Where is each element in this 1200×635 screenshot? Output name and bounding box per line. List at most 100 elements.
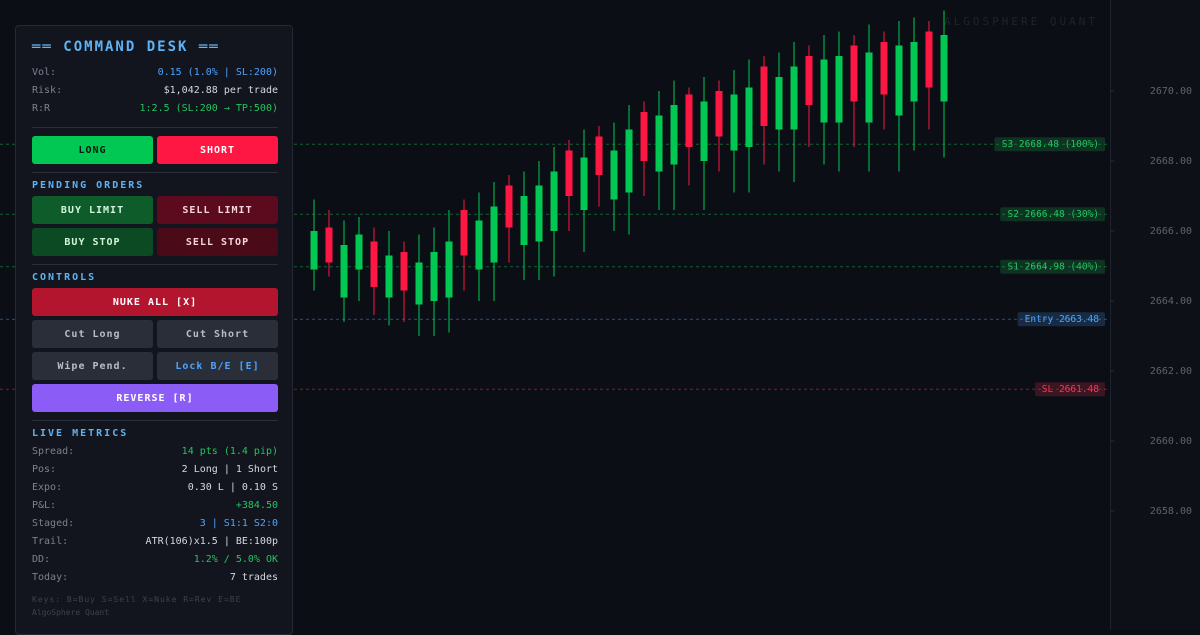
button[interactable]: LONG	[32, 136, 153, 164]
candle-body	[850, 45, 858, 102]
metric-row: DD: 1.2% / 5.0% OK	[32, 554, 278, 568]
candle-body	[490, 206, 498, 263]
candle-body	[310, 231, 318, 270]
candle-body	[460, 210, 468, 256]
candle-body	[475, 220, 483, 270]
level-tag	[1000, 207, 1105, 222]
button[interactable]: Lock B/E [E]	[157, 352, 278, 380]
row-value: 0.30 L | 0.10 S	[187, 482, 278, 493]
metric-row: Spread: 14 pts (1.4 pip)	[32, 446, 278, 460]
button[interactable]: Wipe Pend.	[32, 352, 153, 380]
button[interactable]: BUY LIMIT	[32, 196, 153, 224]
metric-row: Staged: 3 | S1:1 S2:0	[32, 518, 278, 532]
summary-row: R:R 1:2.5 (SL:200 → TP:500)	[32, 103, 278, 117]
candle-body	[385, 255, 393, 298]
divider	[32, 172, 278, 173]
button[interactable]: REVERSE [R]	[32, 384, 278, 412]
candle-body	[370, 241, 378, 287]
row-value: 7 trades	[229, 572, 278, 583]
candle-body	[685, 94, 693, 147]
y-tick-label: 2670.00	[1150, 86, 1192, 97]
y-tick-label: 2668.00	[1150, 156, 1192, 167]
candle-body	[625, 129, 633, 193]
row-label: Pos:	[32, 464, 57, 475]
row-value: 0.15 (1.0% | SL:200)	[157, 67, 278, 78]
candle-body	[430, 252, 438, 301]
price-axis-bg	[1110, 0, 1200, 630]
candle-body	[505, 185, 513, 228]
metric-row: Today: 7 trades	[32, 572, 278, 586]
row-value: $1,042.88 per trade	[163, 85, 278, 96]
candle-body	[745, 87, 753, 147]
button[interactable]: Cut Short	[157, 320, 278, 348]
watermark: ALGOSPHERE QUANT	[944, 15, 1098, 28]
candle-body	[895, 45, 903, 116]
candle-body	[835, 56, 843, 123]
row-label: Expo:	[32, 482, 63, 493]
candle-body	[670, 105, 678, 165]
candle-body	[580, 157, 588, 210]
y-tick-label: 2664.00	[1150, 296, 1192, 307]
level-tag	[1017, 312, 1105, 327]
row-label: DD:	[32, 554, 51, 565]
brand: AlgoSphere Quant	[32, 608, 110, 617]
metric-row: Pos: 2 Long | 1 Short	[32, 464, 278, 478]
section-title: CONTROLS	[32, 272, 97, 283]
row-value: 1:2.5 (SL:200 → TP:500)	[139, 103, 278, 114]
button[interactable]: SHORT	[157, 136, 278, 164]
row-label: Staged:	[32, 518, 75, 529]
candle-body	[925, 31, 933, 88]
row-value: +384.50	[235, 500, 278, 511]
candle-body	[715, 91, 723, 137]
button[interactable]: NUKE ALL [X]	[32, 288, 278, 316]
row-label: Today:	[32, 572, 69, 583]
level-label: S3 2668.48 (100%)	[1002, 139, 1099, 150]
candle-body	[400, 252, 408, 291]
level-label: S2 2666.48 (30%)	[1007, 209, 1099, 220]
key-hints: Keys: B=Buy S=Sell X=Nuke R=Rev E=BE	[32, 595, 242, 604]
candle-body	[595, 136, 603, 175]
candle-body	[940, 35, 948, 102]
panel-title: ══ COMMAND DESK ══	[32, 39, 220, 55]
level-tag	[1000, 259, 1105, 274]
row-value: 3 | S1:1 S2:0	[199, 518, 278, 529]
row-value: 2 Long | 1 Short	[181, 464, 278, 475]
divider	[32, 127, 278, 128]
candle-body	[565, 150, 573, 196]
button[interactable]: SELL STOP	[157, 228, 278, 256]
candle-body	[805, 56, 813, 105]
candle-body	[790, 66, 798, 130]
level-label: S1 2664.98 (40%)	[1007, 262, 1099, 273]
section-title: PENDING ORDERS	[32, 180, 145, 191]
candle-body	[775, 77, 783, 130]
button[interactable]: SELL LIMIT	[157, 196, 278, 224]
row-value: ATR(106)x1.5 | BE:100p	[145, 536, 278, 547]
candle-body	[355, 234, 363, 270]
candle-body	[415, 262, 423, 305]
row-label: Trail:	[32, 536, 69, 547]
metric-row: Expo: 0.30 L | 0.10 S	[32, 482, 278, 496]
row-label: R:R	[32, 103, 51, 114]
row-label: Risk:	[32, 85, 63, 96]
level-tag	[994, 137, 1105, 152]
command-panel: ══ COMMAND DESK ══ Vol: 0.15 (1.0% | SL:20…	[15, 25, 293, 635]
candle-body	[325, 227, 333, 263]
candle-body	[610, 150, 618, 200]
button[interactable]: BUY STOP	[32, 228, 153, 256]
divider	[32, 264, 278, 265]
candle-body	[700, 101, 708, 161]
row-label: P&L:	[32, 500, 57, 511]
metric-row: Trail: ATR(106)x1.5 | BE:100p	[32, 536, 278, 550]
candle-body	[910, 42, 918, 102]
level-tag	[1035, 382, 1105, 397]
candle-body	[520, 196, 528, 245]
row-label: Spread:	[32, 446, 75, 457]
button[interactable]: Cut Long	[32, 320, 153, 348]
divider	[32, 420, 278, 421]
candle-body	[340, 245, 348, 298]
summary-row: Risk: $1,042.88 per trade	[32, 85, 278, 99]
candle-body	[760, 66, 768, 126]
candle-body	[730, 94, 738, 151]
